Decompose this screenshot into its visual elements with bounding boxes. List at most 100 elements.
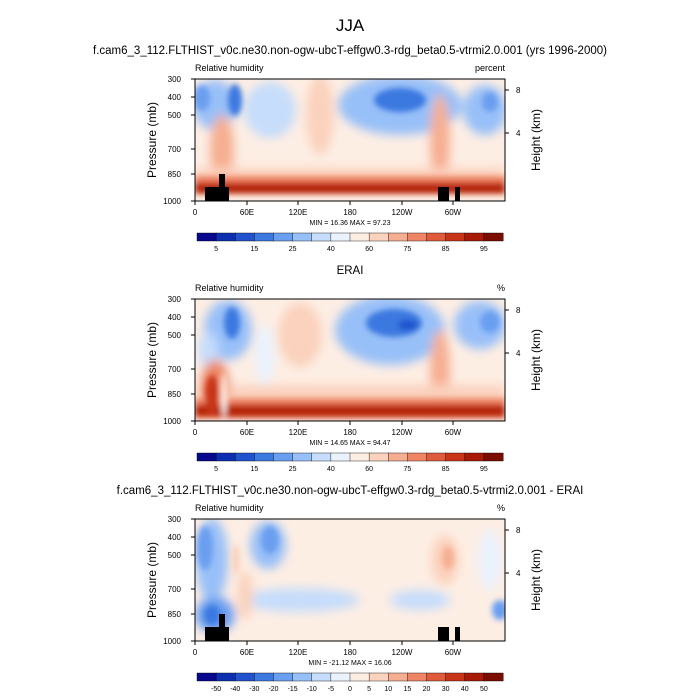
colorbar-swatch (273, 672, 294, 682)
colorbar-swatch (426, 232, 447, 242)
colorbar-swatch (483, 672, 504, 682)
colorbar-label: 95 (480, 466, 488, 473)
y2-axis-title: Height (km) (529, 109, 543, 171)
colorbar-label: 85 (442, 466, 450, 473)
y-tick-label: 400 (168, 533, 182, 542)
y2-tick-label: 8 (516, 526, 521, 535)
colorbar-swatch (215, 672, 236, 682)
colorbar-label: 5 (214, 246, 218, 253)
colorbar-swatch (330, 672, 351, 682)
contour-field (195, 299, 505, 421)
colorbar-swatch (368, 232, 389, 242)
colorbar-label: -40 (230, 686, 240, 693)
colorbar-swatch (254, 672, 274, 682)
colorbar-label: 60 (365, 246, 373, 253)
colorbar-swatch (464, 672, 485, 682)
colorbar-swatch (368, 452, 389, 462)
colorbar-label: 5 (214, 466, 218, 473)
colorbar-swatch (426, 452, 447, 462)
panel-title: ERAI (337, 265, 364, 277)
y-axis-title: Pressure (mb) (145, 102, 159, 178)
x-tick-label: 120W (392, 428, 413, 437)
y-tick-label: 700 (168, 145, 182, 154)
colorbar-swatch (196, 232, 217, 242)
x-axis: 0 60E 120E 180 120W 60W (193, 201, 462, 217)
colorbar: 5 15 25 40 60 75 85 95 (196, 232, 504, 253)
colorbar-swatch (349, 672, 370, 682)
colorbar-swatch (311, 232, 332, 242)
y-tick-label: 850 (168, 170, 182, 179)
stats-label: MIN = 14.65 MAX = 94.47 (310, 440, 391, 447)
x-tick-label: 180 (343, 428, 357, 437)
colorbar-swatch (388, 672, 408, 682)
y-tick-label: 400 (168, 93, 182, 102)
colorbar-swatch (349, 232, 370, 242)
colorbar-label: 5 (367, 686, 371, 693)
colorbar-label: 25 (289, 466, 297, 473)
colorbar-label: 40 (327, 246, 335, 253)
colorbar-swatch (464, 452, 485, 462)
panel-title: f.cam6_3_112.FLTHIST_v0c.ne30.non-ogw-ub… (93, 45, 607, 57)
colorbar-swatch (368, 672, 389, 682)
colorbar-swatch (407, 452, 427, 462)
colorbar-swatch (196, 672, 217, 682)
y2-tick-label: 4 (516, 129, 521, 138)
colorbar-swatch (292, 672, 313, 682)
colorbar-swatch (330, 452, 351, 462)
y2-tick-label: 4 (516, 569, 521, 578)
colorbar-label: -50 (211, 686, 221, 693)
colorbar-label: 75 (403, 246, 411, 253)
colorbar: -50 -40 -30 -20 -15 -10 -5 0 5 10 15 20 30 40 50 (196, 672, 504, 693)
colorbar-swatch (273, 232, 294, 242)
contour-field (195, 519, 505, 641)
x-tick-label: 0 (193, 208, 198, 217)
colorbar-label: 30 (442, 686, 450, 693)
colorbar-swatch (311, 452, 332, 462)
y2-axis: 8 4 (505, 526, 521, 578)
y-tick-label: 850 (168, 610, 182, 619)
colorbar-swatch (445, 452, 466, 462)
x-tick-label: 120E (289, 428, 308, 437)
x-tick-label: 60E (240, 208, 254, 217)
colorbar-label: 15 (250, 466, 258, 473)
x-tick-label: 180 (343, 208, 357, 217)
colorbar-swatch (254, 452, 274, 462)
x-tick-label: 60E (240, 648, 254, 657)
colorbar-swatch (215, 232, 236, 242)
panel-left-label: Relative humidity (195, 503, 264, 513)
colorbar-label: -10 (307, 686, 317, 693)
colorbar-swatch (426, 672, 447, 682)
y2-axis: 8 4 (505, 306, 521, 358)
colorbar-label: 25 (289, 246, 297, 253)
y-tick-label: 1000 (163, 197, 181, 206)
colorbar-swatch (311, 672, 332, 682)
colorbar-label: 20 (423, 686, 431, 693)
colorbar-label: -30 (249, 686, 259, 693)
y-axis: 300 400 500 700 850 1000 (163, 515, 195, 646)
panel-right-label: % (497, 503, 505, 513)
y-tick-label: 1000 (163, 417, 181, 426)
colorbar-label: 50 (480, 686, 488, 693)
x-tick-label: 60W (445, 648, 462, 657)
colorbar-label: -5 (328, 686, 334, 693)
colorbar-label: 75 (403, 466, 411, 473)
colorbar-swatch (349, 452, 370, 462)
colorbar-swatch (273, 452, 294, 462)
y-tick-label: 700 (168, 365, 182, 374)
colorbar-label: 15 (250, 246, 258, 253)
colorbar-swatch (215, 452, 236, 462)
x-tick-label: 60E (240, 428, 254, 437)
colorbar-swatch (407, 672, 427, 682)
colorbar-swatch (254, 232, 274, 242)
colorbar-swatch (388, 232, 408, 242)
y2-axis: 8 4 (505, 86, 521, 138)
x-axis: 0 60E 120E 180 120W 60W (193, 421, 462, 437)
y-tick-label: 300 (168, 75, 182, 84)
colorbar-swatch (292, 452, 313, 462)
x-axis: 0 60E 120E 180 120W 60W (193, 641, 462, 657)
x-tick-label: 60W (445, 208, 462, 217)
stats-label: MIN = -21.12 MAX = 16.06 (308, 660, 391, 667)
x-tick-label: 180 (343, 648, 357, 657)
colorbar-swatch (196, 452, 217, 462)
x-tick-label: 120E (289, 648, 308, 657)
